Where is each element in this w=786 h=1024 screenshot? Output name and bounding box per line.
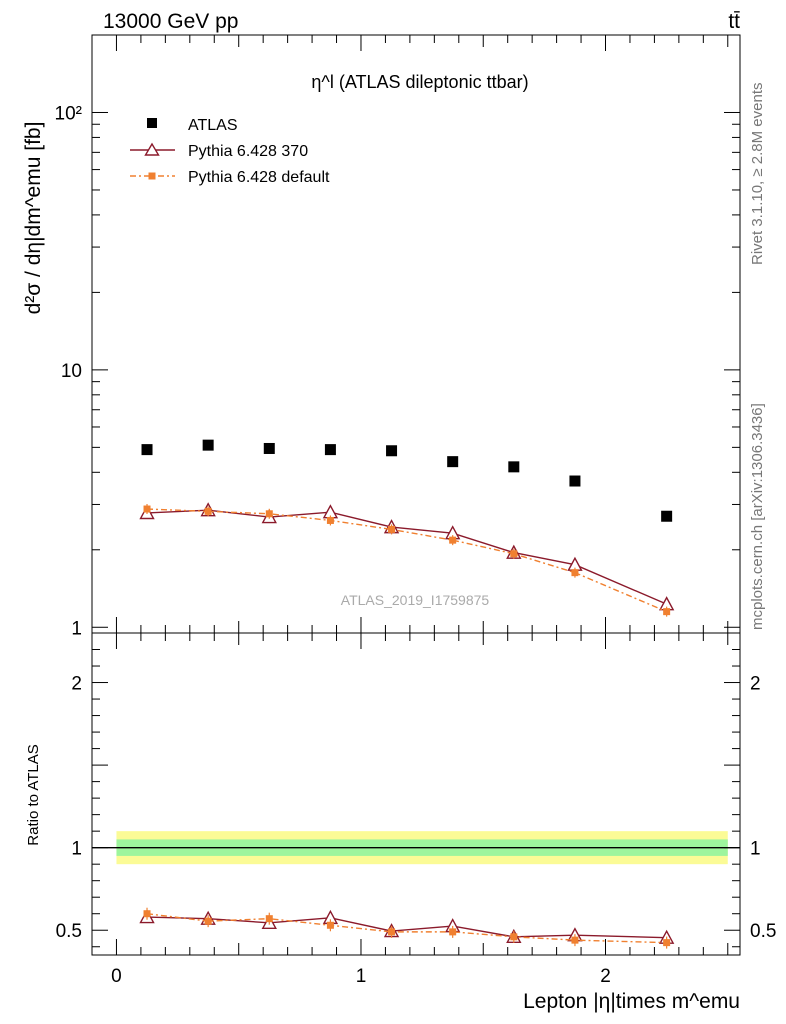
legend-label-atlas: ATLAS — [188, 117, 238, 134]
main-y-axis-label: d²σ / dη|dm^emu [fb] — [22, 122, 45, 315]
ratio-y-tick-label-right: 0.5 — [750, 921, 776, 942]
pythia-default-point — [449, 536, 457, 544]
atlas-data-point — [263, 442, 275, 454]
header-energy-label: 13000 GeV pp — [103, 10, 238, 33]
ratio-y-tick-label-left: 2 — [71, 674, 82, 695]
pythia-default-point — [663, 608, 671, 616]
ratio-pythia-default-point — [265, 915, 273, 923]
pythia-default-point — [510, 550, 518, 558]
atlas-data-point — [141, 444, 153, 456]
pythia-default-point — [326, 516, 334, 524]
ratio-y-tick-label-left: 1 — [71, 839, 82, 860]
rivet-version-label: Rivet 3.1.10, ≥ 2.8M events — [749, 83, 766, 266]
ratio-pythia-default-point — [388, 928, 396, 936]
plot-title: η^l (ATLAS dileptonic ttbar) — [311, 72, 528, 92]
ratio-pythia-370-line — [146, 916, 667, 939]
atlas-data-point — [569, 475, 581, 487]
atlas-data-point — [447, 456, 459, 468]
ratio-pythia-default-point — [143, 910, 151, 918]
pythia-default-point — [143, 505, 151, 513]
legend: ATLAS Pythia 6.428 370 Pythia 6.428 defa… — [130, 117, 330, 186]
ratio-pythia-default-point — [204, 917, 212, 925]
ratio-uncertainty-band — [92, 831, 740, 865]
ratio-pythia-default-line — [146, 913, 667, 944]
legend-marker-pythia-370 — [144, 142, 160, 156]
axis-ticks: 1 10 10² 0.5 0.5 1 1 2 2 0 1 2 — [55, 34, 776, 987]
main-y-tick-label: 10 — [61, 361, 82, 382]
ratio-y-tick-label-right: 2 — [750, 674, 761, 695]
pythia-default-point — [388, 525, 396, 533]
ratio-y-tick-label-right: 1 — [750, 839, 761, 860]
pythia-default-point — [571, 569, 579, 577]
ratio-pythia-default-point — [449, 928, 457, 936]
main-panel-data — [139, 439, 675, 617]
main-y-tick-label: 1 — [71, 618, 82, 639]
ratio-pythia-default-point — [571, 936, 579, 944]
ratio-y-tick-label-left: 0.5 — [56, 921, 82, 942]
pythia-default-point — [204, 507, 212, 515]
legend-label-pythia-default: Pythia 6.428 default — [188, 169, 330, 186]
ratio-pythia-default-point — [510, 933, 518, 941]
atlas-data-point — [661, 510, 673, 522]
ratio-pythia-default-point — [663, 939, 671, 947]
main-y-tick-label: 10² — [55, 103, 82, 124]
ratio-panel-data — [139, 907, 675, 949]
atlas-data-point — [202, 439, 214, 451]
x-axis-label: Lepton |η|times m^emu — [523, 990, 740, 1013]
legend-label-pythia-370: Pythia 6.428 370 — [188, 143, 308, 160]
x-tick-label: 2 — [600, 966, 611, 987]
pythia-370-line — [146, 509, 667, 605]
ratio-panel-frame — [91, 632, 741, 956]
legend-marker-pythia-default — [148, 172, 156, 180]
ratio-pythia-default-point — [326, 921, 334, 929]
header-process-label: tt̄ — [728, 10, 740, 33]
legend-marker-atlas — [147, 118, 157, 128]
atlas-data-point — [386, 445, 398, 457]
ratio-y-axis-label: Ratio to ATLAS — [25, 744, 42, 845]
mcplots-label: mcplots.cern.ch [arXiv:1306.3436] — [749, 403, 766, 630]
atlas-data-point — [324, 444, 336, 456]
pythia-default-point — [265, 510, 273, 518]
x-tick-label: 0 — [111, 966, 122, 987]
x-tick-label: 1 — [356, 966, 367, 987]
analysis-watermark: ATLAS_2019_I1759875 — [341, 592, 490, 608]
atlas-data-point — [508, 461, 520, 473]
